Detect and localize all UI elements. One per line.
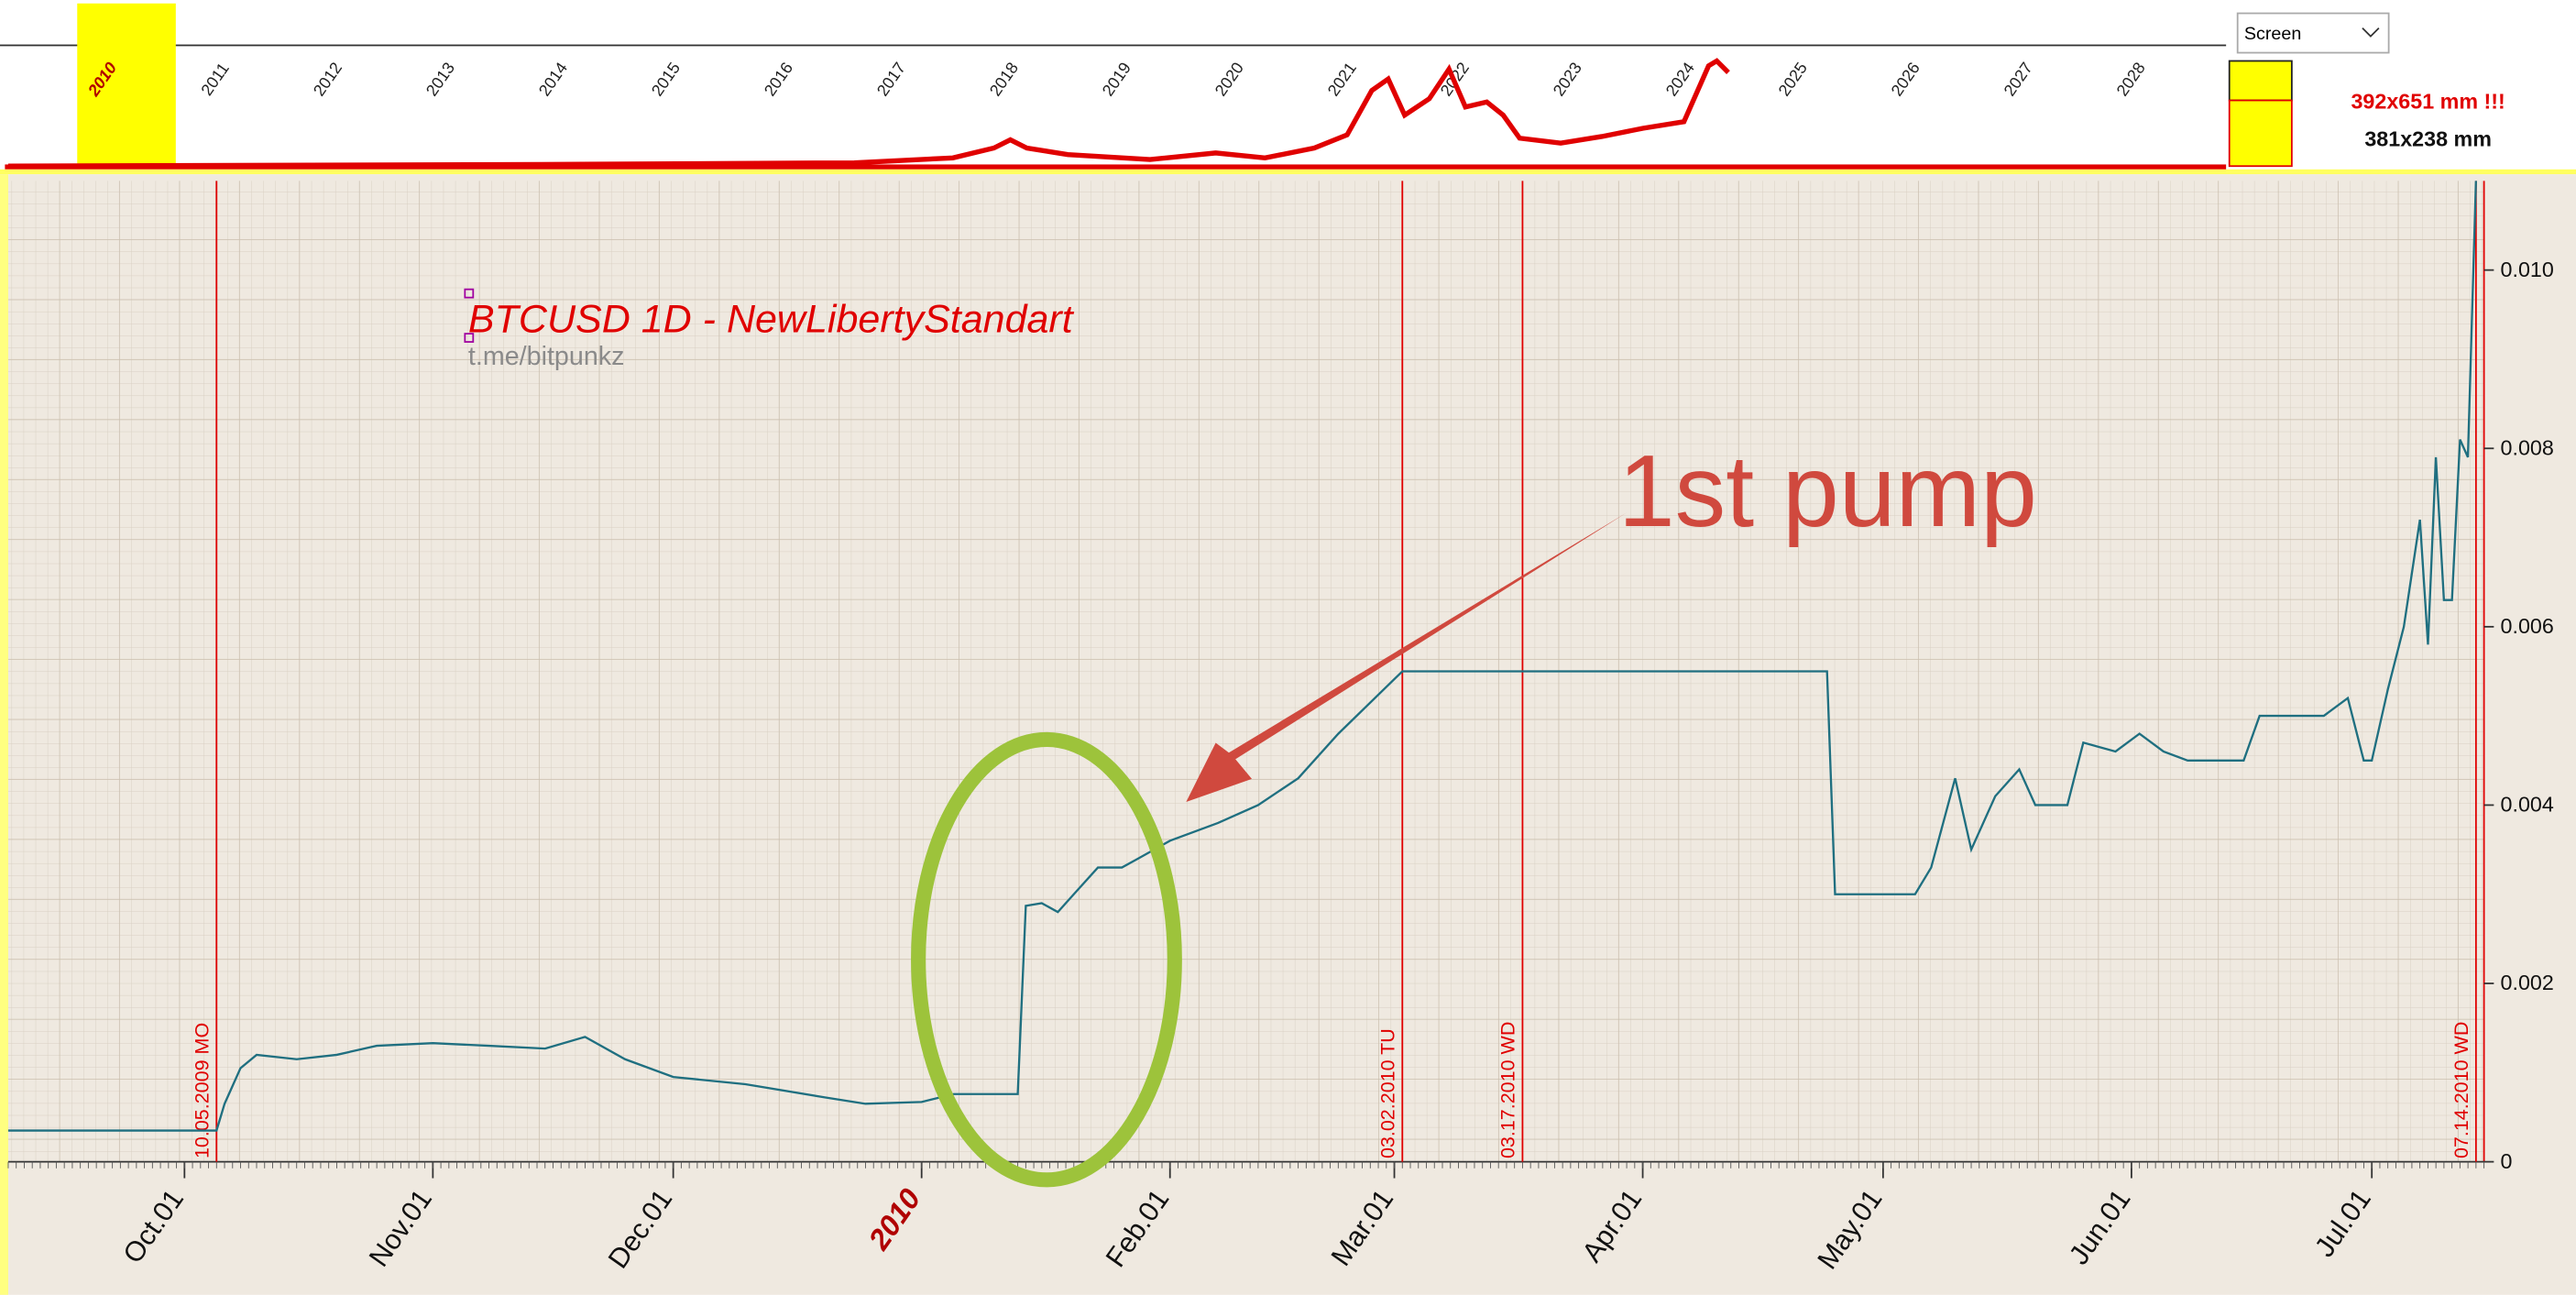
overview-curve: [7, 58, 1730, 169]
marker-label: 03.02.2010 TU: [1376, 1028, 1398, 1158]
price-line: [7, 181, 2477, 1132]
annotation: 1st pump: [1618, 433, 2037, 548]
y-tick-label: 0.002: [2501, 971, 2554, 994]
y-tick-label: 0.008: [2501, 435, 2554, 459]
dropdown[interactable]: [2236, 12, 2390, 54]
ruler-line: [0, 44, 2227, 47]
dropdown-arrow: [2362, 27, 2380, 38]
handle: [464, 288, 475, 299]
chart-subtitle: t.me/bitpunkz: [468, 342, 625, 371]
marker-label: 07.14.2010 WD: [2450, 1022, 2472, 1158]
size-label: 381x238 mm: [2364, 127, 2492, 151]
left-edge: [0, 174, 8, 1295]
overview-bg: [0, 0, 2576, 173]
dropdown-label: Screen: [2244, 24, 2301, 44]
overview-baseline: [5, 164, 2227, 170]
separator: [0, 169, 2576, 175]
marker-label: 03.17.2010 WD: [1496, 1022, 1518, 1158]
y-tick-label: 0.010: [2501, 258, 2554, 281]
chart-title: BTCUSD 1D - NewLibertyStandart: [468, 297, 1075, 341]
year-highlight: [77, 3, 176, 169]
marker-label: 10.05.2009 MO: [191, 1023, 213, 1158]
arrow: [1186, 512, 1627, 803]
size-warning: 392x651 mm !!!: [2351, 89, 2505, 113]
highlight-ellipse: [911, 731, 1182, 1188]
grid-coarse: [7, 181, 2484, 1162]
handle: [464, 333, 475, 343]
color-box[interactable]: [2228, 60, 2293, 102]
color-box[interactable]: [2228, 99, 2293, 168]
y-tick-label: 0.004: [2501, 793, 2554, 817]
y-tick-label: 0: [2501, 1149, 2513, 1173]
y-tick-label: 0.006: [2501, 614, 2554, 638]
